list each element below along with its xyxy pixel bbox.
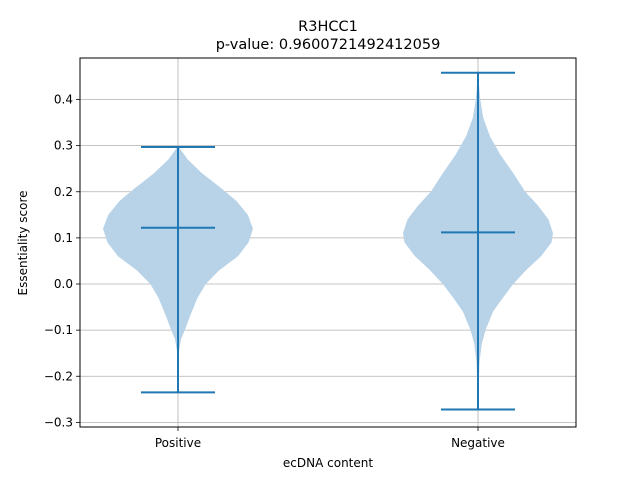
y-axis-label: Essentiality score [16, 191, 30, 296]
y-tick-label: −0.2 [44, 369, 73, 383]
y-tick-label: 0.2 [54, 185, 73, 199]
chart-title: R3HCC1 [298, 19, 358, 35]
y-tick-label: 0.3 [54, 139, 73, 153]
x-tick-label: Positive [155, 436, 201, 450]
x-tick-label: Negative [451, 436, 505, 450]
y-tick-label: 0.4 [54, 93, 73, 107]
y-tick-label: −0.3 [44, 415, 73, 429]
plot-frame [79, 57, 577, 428]
axes: −0.3 −0.2 −0.1 0.0 0.1 0.2 0.3 0.4 Positive Negat… [44, 57, 577, 450]
y-tick-label: −0.1 [44, 323, 73, 337]
violins [103, 71, 553, 411]
x-axis-label: ecDNA content [283, 456, 373, 470]
y-tick-label: 0.1 [54, 231, 73, 245]
chart-subtitle: p-value: 0.9600721492412059 [216, 37, 441, 53]
y-tick-label: 0.0 [54, 277, 73, 291]
